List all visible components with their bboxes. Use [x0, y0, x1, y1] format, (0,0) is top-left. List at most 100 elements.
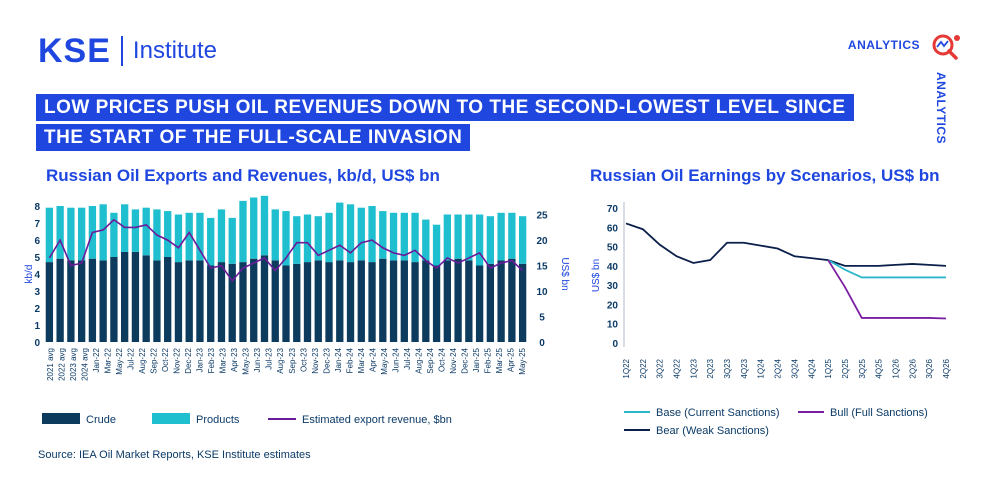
x-tick-label: Jun-24 [391, 347, 400, 372]
products-bar [486, 216, 495, 264]
products-bar [67, 207, 75, 261]
products-bar [99, 204, 107, 261]
legend-bear-label: Bear (Weak Sanctions) [656, 425, 769, 437]
x-tick-label: Apr-25 [507, 347, 516, 372]
products-bar [465, 214, 473, 261]
legend-crude-label: Crude [86, 414, 116, 426]
crude-bar [346, 262, 355, 342]
x-tick-label: 3Q23 [723, 358, 732, 378]
x-tick-label: Jul-22 [126, 347, 135, 369]
products-bar [228, 217, 236, 264]
right-y-tick-label: 5 [539, 313, 545, 324]
products-bar [110, 212, 118, 257]
products-bar [77, 207, 86, 261]
x-tick-label: Apr-24 [368, 347, 377, 372]
x-tick-label: 2Q23 [706, 358, 715, 378]
products-bar [260, 195, 269, 256]
right-y-tick-label: 15 [536, 262, 548, 273]
crude-bar [400, 260, 408, 342]
crude-bar [443, 260, 451, 342]
x-tick-label: Nov-24 [449, 347, 458, 373]
x-tick-label: May-23 [242, 347, 251, 374]
crude-bar [196, 260, 204, 342]
products-bar [56, 206, 64, 259]
crude-bar [379, 258, 387, 342]
crude-bar [368, 262, 376, 342]
products-bar [271, 209, 279, 261]
left-y-tick-label: 2 [34, 304, 40, 315]
products-bar [196, 212, 204, 261]
crude-bar [465, 260, 473, 342]
crude-bar [207, 265, 215, 342]
products-bar [379, 211, 387, 259]
analytics-icon[interactable] [928, 32, 962, 62]
products-bar [45, 207, 54, 263]
y-tick-label: 20 [607, 300, 619, 311]
left-y-tick-label: 1 [34, 321, 40, 332]
x-tick-label: 2023 avg [69, 348, 78, 381]
products-bar [325, 212, 333, 263]
products-bar [389, 212, 398, 261]
crude-bar [185, 260, 193, 342]
crude-bar [239, 262, 247, 342]
products-bar [475, 214, 484, 266]
x-tick-label: Jun-23 [253, 347, 262, 372]
crude-bar [164, 257, 172, 342]
legend-crude-swatch [42, 413, 80, 424]
x-tick-label: Mar-25 [495, 347, 504, 373]
products-bar [293, 216, 301, 264]
x-tick-label: May-25 [518, 347, 527, 374]
products-bar [131, 209, 140, 252]
products-bar [303, 214, 312, 263]
source-note: Source: IEA Oil Market Reports, KSE Inst… [38, 449, 311, 461]
products-bar [411, 212, 419, 263]
left-y-tick-label: 5 [34, 253, 40, 264]
crude-bar [228, 263, 236, 342]
crude-bar [131, 251, 140, 342]
products-bar [217, 209, 226, 263]
right-y-axis-label: US$ bn [559, 257, 570, 290]
left-y-axis-label: kb/d [24, 265, 35, 284]
products-bar [508, 212, 516, 259]
left-y-tick-label: 4 [34, 270, 40, 281]
x-tick-label: Aug-23 [276, 347, 285, 373]
crude-bar [282, 265, 290, 342]
crude-bar [432, 265, 441, 342]
crude-bar [486, 263, 495, 342]
revenue-line [48, 218, 524, 283]
x-tick-label: Mar-22 [103, 347, 112, 373]
products-bar [207, 217, 215, 266]
x-tick-label: 1Q22 [622, 358, 631, 378]
x-tick-label: 1Q26 [891, 358, 900, 378]
x-tick-label: 1Q23 [689, 358, 698, 378]
products-bar [422, 219, 430, 261]
analytics-label[interactable]: ANALYTICS [847, 38, 920, 52]
x-tick-label: Dec-24 [461, 347, 470, 373]
crude-bar [99, 260, 107, 342]
products-bar [164, 211, 172, 257]
crude-bar [174, 262, 183, 342]
x-tick-label: Feb-25 [484, 347, 493, 373]
left-y-tick-label: 8 [34, 202, 40, 213]
right-y-tick-label: 10 [536, 287, 548, 298]
legend-bull-label: Bull (Full Sanctions) [830, 407, 928, 419]
products-bar [400, 212, 408, 261]
y-tick-label: 40 [607, 262, 619, 273]
crude-bar [121, 251, 129, 342]
kse-logo[interactable]: KSE Institute [38, 32, 217, 70]
left-y-tick-label: 7 [34, 219, 40, 230]
crude-bar [88, 258, 97, 342]
title-line-1: LOW PRICES PUSH OIL REVENUES DOWN TO THE… [36, 94, 854, 121]
crude-bar [325, 262, 333, 342]
x-tick-label: 4Q22 [673, 358, 682, 378]
crude-bar [45, 262, 54, 342]
products-bar [250, 197, 258, 259]
y-tick-label: 60 [607, 223, 619, 234]
products-bar [142, 207, 150, 256]
products-bar [368, 206, 376, 263]
x-tick-label: Sep-22 [149, 347, 158, 373]
x-tick-label: 2Q22 [639, 358, 648, 378]
scenario-line [625, 222, 947, 267]
crude-bar [508, 258, 516, 342]
